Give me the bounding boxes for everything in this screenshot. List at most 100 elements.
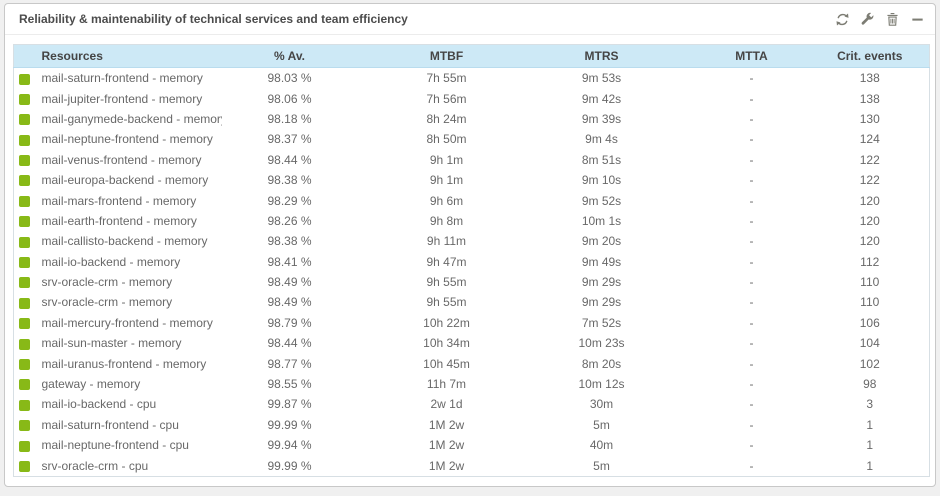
refresh-icon[interactable] xyxy=(834,11,850,27)
mtrs-value: 8m 20s xyxy=(581,356,622,371)
mtta-value: - xyxy=(749,71,754,86)
crit-events-value: 130 xyxy=(859,111,880,126)
resource-name: mail-sun-master - memory xyxy=(41,336,182,351)
status-cell xyxy=(14,292,42,312)
mtrs-value: 30m xyxy=(589,397,614,412)
status-ok-icon xyxy=(19,195,30,207)
mtta-value: - xyxy=(749,356,754,371)
availability-value: 98.26 % xyxy=(267,213,312,228)
wrench-icon[interactable] xyxy=(859,11,875,27)
table-row[interactable]: srv-oracle-crm - memory 98.49 % 9h 55m 9… xyxy=(14,292,930,312)
trash-icon[interactable] xyxy=(884,11,900,27)
table-row[interactable]: mail-earth-frontend - memory 98.26 % 9h … xyxy=(14,211,930,231)
availability-value: 98.79 % xyxy=(267,315,312,330)
table-row[interactable]: mail-jupiter-frontend - memory 98.06 % 7… xyxy=(14,88,930,108)
column-header-crit-events[interactable]: Crit. events xyxy=(835,44,930,68)
mtbf-value: 2w 1d xyxy=(430,397,463,412)
status-cell xyxy=(14,231,42,251)
crit-events-value: 110 xyxy=(860,295,880,310)
resource-name: mail-saturn-frontend - cpu xyxy=(41,417,179,432)
resource-name: mail-mercury-frontend - memory xyxy=(41,315,213,330)
status-ok-icon xyxy=(19,358,30,370)
availability-value: 98.55 % xyxy=(267,377,312,392)
resource-name: srv-oracle-crm - memory xyxy=(41,295,173,310)
resource-name: gateway - memory xyxy=(41,377,141,392)
table-row[interactable]: mail-mars-frontend - memory 98.29 % 9h 6… xyxy=(14,190,930,210)
resource-name: mail-uranus-frontend - memory xyxy=(41,356,207,371)
widget-toolbar xyxy=(834,11,925,27)
status-ok-icon xyxy=(19,420,30,432)
mtrs-value: 9m 29s xyxy=(581,275,622,290)
minimize-icon[interactable] xyxy=(909,11,925,27)
table-row[interactable]: mail-saturn-frontend - memory 98.03 % 7h… xyxy=(14,68,930,89)
mtbf-value: 9h 1m xyxy=(429,173,464,188)
crit-events-value: 102 xyxy=(859,356,880,371)
mtta-value: - xyxy=(749,152,754,167)
status-ok-icon xyxy=(19,134,30,146)
column-header-availability[interactable]: % Av. xyxy=(221,44,358,68)
availability-value: 98.49 % xyxy=(267,295,312,310)
status-ok-icon xyxy=(19,338,30,350)
status-cell xyxy=(14,190,42,210)
status-cell xyxy=(14,252,42,272)
mtrs-value: 9m 49s xyxy=(581,254,622,269)
crit-events-value: 106 xyxy=(859,315,880,330)
status-cell xyxy=(14,88,42,108)
status-ok-icon xyxy=(19,155,30,167)
status-cell xyxy=(14,68,42,89)
status-cell xyxy=(14,129,42,149)
table-row[interactable]: mail-neptune-frontend - cpu 99.94 % 1M 2… xyxy=(14,435,930,455)
widget-card: Reliability & maintenability of technica… xyxy=(4,3,936,487)
availability-value: 99.99 % xyxy=(267,417,312,432)
mtrs-value: 9m 42s xyxy=(581,91,622,106)
mtrs-value: 10m 12s xyxy=(578,377,625,392)
table-row[interactable]: srv-oracle-crm - memory 98.49 % 9h 55m 9… xyxy=(14,272,930,292)
mtbf-value: 9h 11m xyxy=(426,234,467,249)
table-row[interactable]: gateway - memory 98.55 % 11h 7m 10m 12s … xyxy=(14,374,930,394)
status-ok-icon xyxy=(19,460,30,472)
crit-events-value: 3 xyxy=(866,397,874,412)
table-row[interactable]: mail-saturn-frontend - cpu 99.99 % 1M 2w… xyxy=(14,415,930,435)
status-cell xyxy=(14,455,42,476)
mtrs-value: 9m 20s xyxy=(581,234,622,249)
column-header-resources[interactable]: Resources xyxy=(41,44,222,68)
availability-value: 98.44 % xyxy=(267,336,312,351)
availability-value: 99.87 % xyxy=(267,397,312,412)
mtrs-value: 8m 51s xyxy=(581,152,622,167)
mtta-value: - xyxy=(749,417,754,432)
mtrs-value: 9m 52s xyxy=(581,193,622,208)
mtbf-value: 9h 55m xyxy=(426,295,467,310)
status-ok-icon xyxy=(19,73,30,85)
mtrs-value: 40m xyxy=(589,438,614,453)
table-row[interactable]: mail-io-backend - memory 98.41 % 9h 47m … xyxy=(14,252,930,272)
table-row[interactable]: srv-oracle-crm - cpu 99.99 % 1M 2w 5m - … xyxy=(14,455,930,476)
mtta-value: - xyxy=(749,315,754,330)
mtta-value: - xyxy=(749,213,754,228)
table-row[interactable]: mail-venus-frontend - memory 98.44 % 9h … xyxy=(14,150,930,170)
status-ok-icon xyxy=(19,379,30,391)
table-row[interactable]: mail-callisto-backend - memory 98.38 % 9… xyxy=(14,231,930,251)
column-header-mtta[interactable]: MTTA xyxy=(667,44,836,68)
status-cell xyxy=(14,170,42,190)
table-row[interactable]: mail-neptune-frontend - memory 98.37 % 8… xyxy=(14,129,930,149)
crit-events-value: 104 xyxy=(859,336,880,351)
crit-events-value: 1 xyxy=(866,438,874,453)
table-row[interactable]: mail-uranus-frontend - memory 98.77 % 10… xyxy=(14,353,930,373)
reliability-table: Resources % Av. MTBF MTRS MTTA Crit. eve… xyxy=(13,44,930,477)
table-row[interactable]: mail-sun-master - memory 98.44 % 10h 34m… xyxy=(14,333,930,353)
resource-name: mail-neptune-frontend - memory xyxy=(41,132,213,147)
mtta-value: - xyxy=(749,234,754,249)
mtbf-value: 1M 2w xyxy=(428,438,465,453)
mtta-value: - xyxy=(749,91,754,106)
column-header-mtrs[interactable]: MTRS xyxy=(535,44,668,68)
crit-events-value: 138 xyxy=(859,71,880,86)
column-header-mtbf[interactable]: MTBF xyxy=(357,44,536,68)
table-row[interactable]: mail-europa-backend - memory 98.38 % 9h … xyxy=(14,170,930,190)
table-row[interactable]: mail-mercury-frontend - memory 98.79 % 1… xyxy=(14,313,930,333)
table-row[interactable]: mail-io-backend - cpu 99.87 % 2w 1d 30m … xyxy=(14,394,930,414)
table-row[interactable]: mail-ganymede-backend - memory 98.18 % 8… xyxy=(14,109,930,129)
mtrs-value: 10m 23s xyxy=(578,336,625,351)
availability-value: 98.03 % xyxy=(267,71,312,86)
mtrs-value: 10m 1s xyxy=(581,213,622,228)
resource-name: srv-oracle-crm - cpu xyxy=(41,458,149,473)
